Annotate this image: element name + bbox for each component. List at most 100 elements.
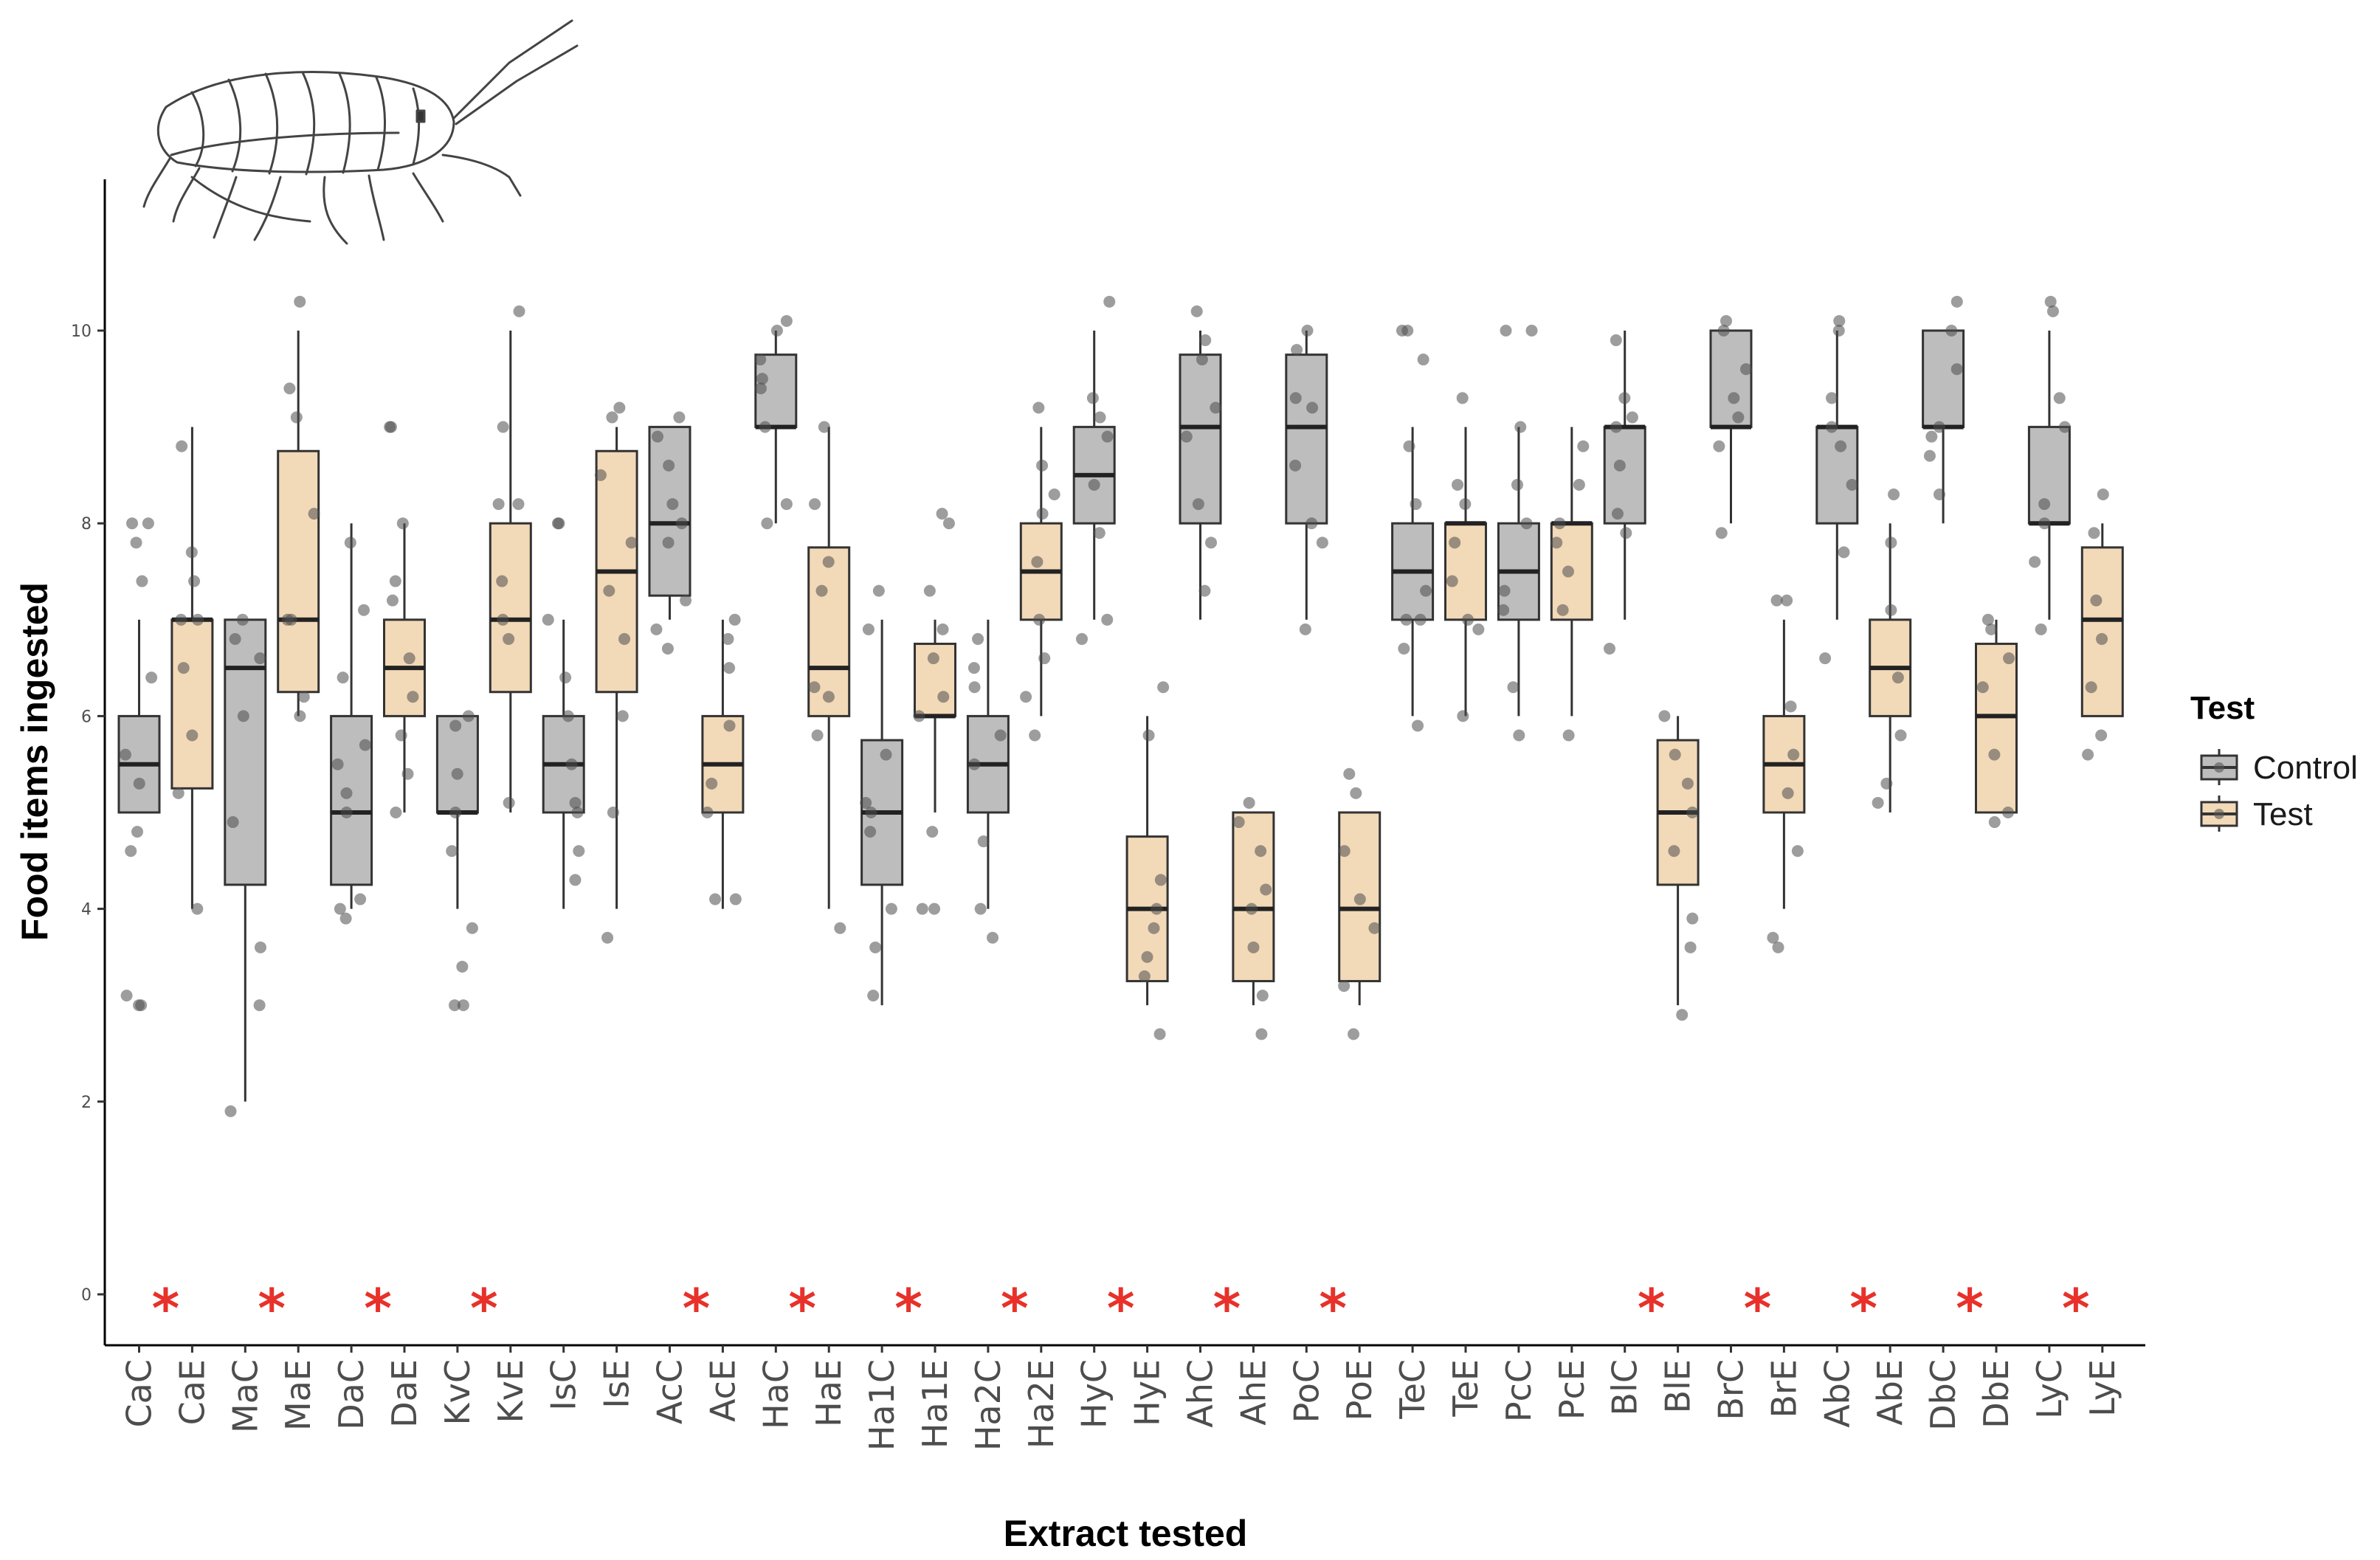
data-point — [2046, 305, 2059, 317]
data-point — [1196, 353, 1208, 366]
data-point — [811, 729, 824, 742]
data-point — [761, 517, 773, 530]
data-point — [1603, 642, 1615, 655]
x-tick-label: Ha1C — [862, 1359, 902, 1451]
box-body — [1338, 811, 1382, 983]
data-point — [936, 508, 948, 520]
data-point — [756, 373, 768, 385]
x-tick-label: BrC — [1711, 1359, 1751, 1421]
data-point — [496, 575, 508, 587]
box-AhC — [1179, 331, 1222, 620]
data-point — [283, 382, 296, 395]
x-tick-label: Ha2C — [968, 1359, 1008, 1451]
x-axis-ticks: CaC CaE MaC MaE DaC DaE KvC KvE IsC IsE AcC AcE HaC H… — [120, 1345, 2122, 1451]
data-point — [1577, 440, 1590, 452]
data-point — [503, 796, 515, 809]
data-point — [1772, 941, 1784, 953]
box-DaE — [383, 523, 426, 812]
data-point — [1204, 536, 1217, 549]
data-point — [1142, 729, 1155, 742]
data-point — [1514, 421, 1527, 433]
data-point — [1925, 430, 1938, 443]
legend-key-control — [2200, 749, 2238, 785]
data-point — [384, 421, 396, 433]
data-point — [822, 691, 835, 703]
data-point — [2097, 489, 2109, 501]
data-point — [1031, 556, 1044, 568]
data-point — [191, 613, 204, 626]
data-point — [1199, 334, 1212, 347]
data-point — [120, 990, 133, 1002]
box-AbE — [1869, 523, 1912, 812]
data-point — [1686, 912, 1699, 925]
significance-star: * — [1107, 1277, 1135, 1339]
data-point — [2096, 632, 2108, 645]
data-point — [1791, 845, 1804, 857]
data-point — [281, 613, 294, 626]
data-point — [1658, 710, 1671, 722]
data-point — [1101, 613, 1114, 626]
data-point — [1819, 652, 1832, 665]
data-point — [1835, 440, 1847, 452]
data-point — [1417, 353, 1429, 366]
x-tick-label: TeE — [1446, 1359, 1486, 1418]
data-point — [1556, 604, 1569, 616]
data-point — [869, 941, 882, 953]
data-point — [2002, 807, 2015, 818]
data-point — [1247, 941, 1260, 953]
data-point — [673, 411, 686, 424]
data-point — [780, 314, 793, 327]
y-tick-label: 2 — [81, 1094, 92, 1112]
data-point — [709, 893, 722, 905]
data-point — [1138, 970, 1151, 983]
x-tick-label: HyE — [1128, 1359, 1167, 1426]
data-point — [2035, 623, 2047, 635]
data-point — [968, 758, 981, 770]
data-point — [136, 575, 148, 587]
x-tick-label: DbE — [1976, 1359, 2016, 1429]
data-point — [1210, 401, 1222, 414]
data-point — [968, 681, 981, 694]
data-point — [723, 719, 736, 732]
data-point — [1715, 527, 1728, 539]
data-point — [1101, 430, 1114, 443]
data-point — [542, 613, 554, 626]
data-point — [663, 459, 675, 472]
data-point — [227, 816, 239, 829]
data-point — [176, 440, 188, 452]
data-point — [1151, 902, 1163, 915]
data-point — [2058, 421, 2071, 433]
data-point — [1048, 489, 1060, 501]
data-point — [1154, 874, 1167, 886]
significance-star: * — [2062, 1277, 2090, 1339]
significance-star: * — [894, 1277, 922, 1339]
data-point — [1401, 325, 1414, 336]
data-point — [1472, 623, 1485, 635]
data-point — [1767, 931, 1779, 944]
legend-label-test: Test — [2253, 796, 2313, 832]
data-point — [390, 807, 402, 818]
data-point — [456, 960, 469, 973]
data-point — [780, 498, 793, 511]
data-point — [569, 874, 582, 886]
x-tick-label: BrE — [1764, 1359, 1804, 1418]
data-point — [1525, 325, 1538, 336]
y-axis-ticks: 0 2 4 6 8 10 — [71, 322, 105, 1305]
data-point — [254, 652, 266, 665]
data-point — [1551, 536, 1563, 549]
data-point — [177, 662, 190, 674]
data-point — [937, 623, 949, 635]
data-point — [1459, 498, 1472, 511]
data-point — [172, 787, 184, 799]
data-point — [191, 902, 204, 915]
y-tick-label: 4 — [81, 901, 92, 919]
legend-label-control: Control — [2253, 750, 2358, 786]
significance-star: * — [788, 1277, 816, 1339]
data-point — [1846, 478, 1858, 491]
x-tick-label: CaC — [120, 1359, 159, 1427]
data-point — [1728, 392, 1740, 404]
data-point — [1520, 517, 1533, 530]
data-point — [1088, 478, 1100, 491]
box-LyC — [2027, 331, 2071, 620]
x-tick-label: PoC — [1286, 1359, 1326, 1423]
